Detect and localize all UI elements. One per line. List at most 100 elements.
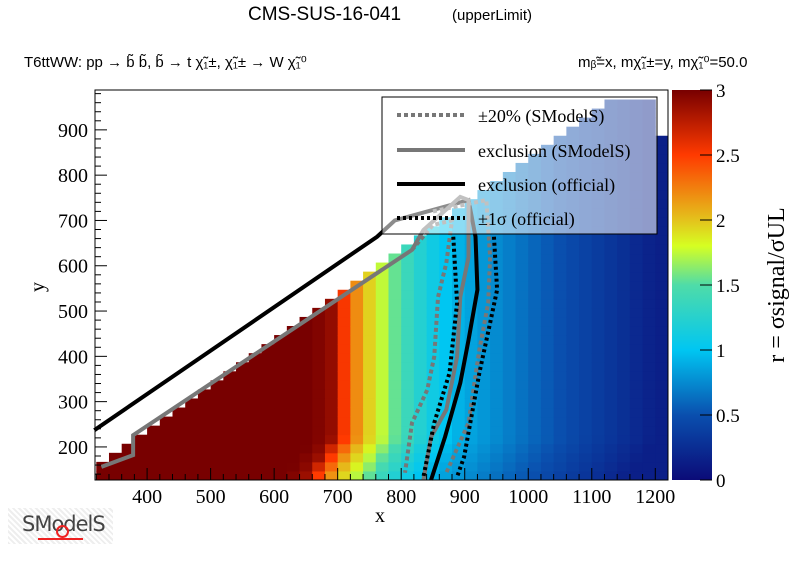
heatmap-cell	[286, 461, 301, 472]
heatmap-cell	[363, 452, 377, 463]
heatmap-cell	[134, 452, 148, 463]
heatmap-cell	[604, 253, 618, 264]
heatmap-cell	[553, 452, 567, 463]
heatmap-cell	[413, 280, 428, 291]
heatmap-cell	[426, 280, 440, 291]
heatmap-cell	[477, 262, 491, 273]
heatmap-cell	[413, 416, 428, 427]
heatmap-cell	[248, 443, 262, 454]
heatmap-cell	[248, 416, 262, 427]
heatmap-cell	[236, 371, 250, 381]
heatmap-cell	[439, 280, 453, 291]
colorbar-tick-label: 3	[716, 81, 726, 102]
heatmap-cell	[375, 316, 389, 327]
heatmap-cell	[566, 280, 580, 291]
heatmap-cell	[642, 335, 656, 345]
heatmap-cell	[388, 434, 402, 445]
heatmap-cell	[566, 316, 580, 327]
heatmap-cell	[655, 235, 669, 245]
heatmap-cell	[604, 371, 618, 381]
logo-circle-icon	[56, 525, 69, 538]
heatmap-cell	[236, 389, 250, 399]
heatmap-cell	[540, 325, 555, 336]
heatmap-cell	[401, 407, 415, 418]
heatmap-cell	[312, 380, 326, 390]
heatmap-cell	[337, 443, 351, 454]
legend-label: exclusion (SModelS)	[478, 141, 631, 162]
heatmap-cell	[350, 416, 364, 427]
heatmap-cell	[515, 316, 529, 327]
heatmap-cell	[236, 380, 250, 390]
heatmap-cell	[515, 335, 529, 345]
heatmap-cell	[401, 271, 415, 282]
heatmap-cell	[629, 325, 644, 336]
heatmap-cell	[236, 416, 250, 427]
heatmap-cell	[236, 470, 250, 481]
heatmap-cell	[515, 452, 529, 463]
heatmap-cell	[553, 434, 567, 445]
y-axis-label: y	[27, 282, 49, 292]
heatmap-cell	[147, 461, 161, 472]
heatmap-cell	[629, 235, 644, 245]
heatmap-cell	[642, 461, 656, 472]
heatmap-cell	[439, 371, 453, 381]
heatmap-cell	[236, 362, 250, 372]
heatmap-cell	[172, 434, 186, 445]
heatmap-cell	[528, 325, 542, 336]
heatmap-cell	[566, 470, 580, 481]
heatmap-cell	[617, 461, 631, 472]
heatmap-cell	[312, 443, 326, 454]
heatmap-cell	[363, 325, 377, 336]
heatmap-cell	[540, 443, 555, 454]
heatmap-cell	[223, 470, 237, 481]
heatmap-cell	[286, 362, 301, 372]
heatmap-cell	[477, 307, 491, 318]
heatmap-cell	[324, 470, 339, 481]
heatmap-cell	[629, 335, 644, 345]
heatmap-cell	[426, 271, 440, 282]
heatmap-cell	[617, 262, 631, 273]
heatmap-cell	[540, 244, 555, 255]
heatmap-cell	[579, 353, 593, 363]
heatmap-cell	[197, 407, 212, 418]
heatmap-cell	[439, 389, 453, 399]
heatmap-cell	[401, 325, 415, 336]
heatmap-cell	[363, 425, 377, 436]
heatmap-cell	[617, 416, 631, 427]
heatmap-cell	[363, 316, 377, 327]
heatmap-cell	[490, 407, 504, 418]
heatmap-cell	[413, 425, 428, 436]
heatmap-cell	[210, 380, 224, 390]
heatmap-cell	[375, 289, 389, 300]
heatmap-cell	[337, 398, 351, 409]
heatmap-cell	[553, 470, 567, 481]
heatmap-cell	[553, 443, 567, 454]
heatmap-cell	[553, 353, 567, 363]
heatmap-cell	[388, 253, 402, 264]
heatmap-cell	[413, 335, 428, 345]
heatmap-cell	[515, 371, 529, 381]
heatmap-cell	[261, 407, 275, 418]
heatmap-cell	[579, 262, 593, 273]
heatmap-cell	[477, 434, 491, 445]
heatmap-cell	[515, 289, 529, 300]
heatmap-cell	[540, 398, 555, 409]
heatmap-cell	[261, 380, 275, 390]
heatmap-cell	[363, 416, 377, 427]
heatmap-cell	[629, 262, 644, 273]
heatmap-cell	[540, 289, 555, 300]
heatmap-cell	[439, 362, 453, 372]
heatmap-cell	[439, 316, 453, 327]
heatmap-cell	[401, 389, 415, 399]
heatmap-cell	[312, 335, 326, 345]
heatmap-cell	[337, 434, 351, 445]
heatmap-cell	[490, 452, 504, 463]
heatmap-cell	[274, 443, 288, 454]
heatmap-cell	[413, 389, 428, 399]
heatmap-cell	[604, 307, 618, 318]
heatmap-cell	[591, 425, 605, 436]
heatmap-cell	[439, 443, 453, 454]
heatmap-cell	[553, 271, 567, 282]
heatmap-cell	[655, 398, 669, 409]
heatmap-cell	[528, 244, 542, 255]
